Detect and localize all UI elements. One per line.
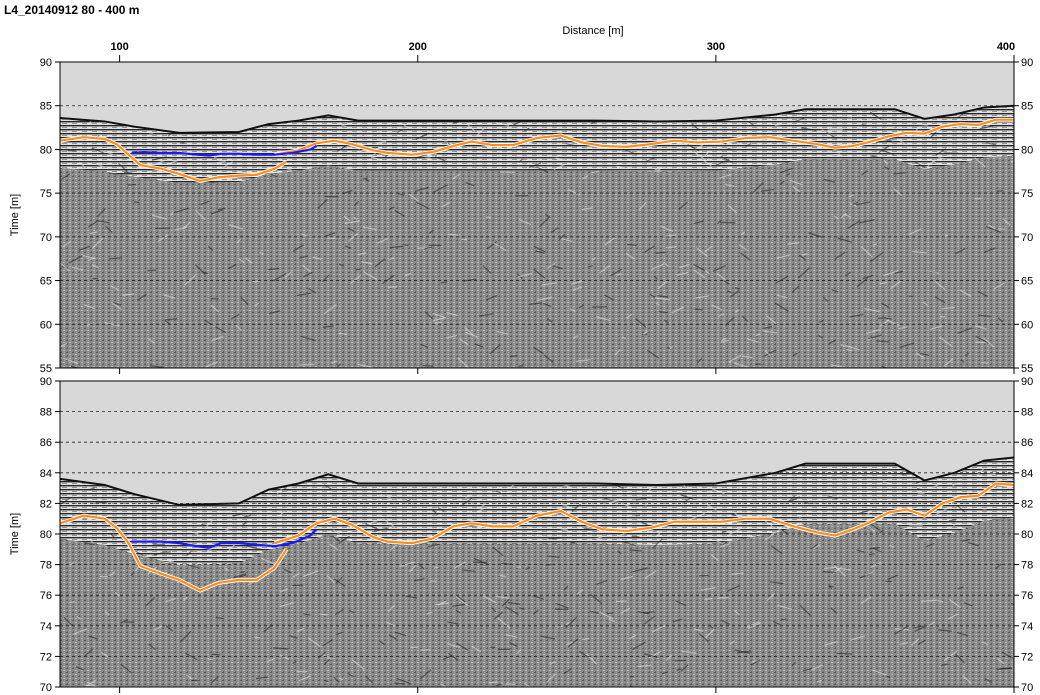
y-tick-label-right: 88 (1021, 407, 1033, 419)
radargram-texture (60, 96, 1014, 368)
y-tick-label-right: 86 (1021, 437, 1033, 449)
y-tick-label: 65 (40, 276, 52, 288)
y-tick-label-right: 60 (1021, 319, 1033, 331)
y-tick-label: 80 (40, 529, 52, 541)
orange-horizon-line (60, 136, 288, 183)
y-tick-label: 76 (40, 590, 52, 602)
y-tick-label-right: 84 (1021, 468, 1033, 480)
x-axis-label: Distance [m] (562, 25, 623, 37)
y-tick-label: 70 (40, 682, 52, 694)
x-tick-label: 400 (997, 41, 1015, 53)
x-tick-label: 100 (110, 41, 128, 53)
blue-horizon-line (131, 144, 317, 157)
y-axis-label: Time [m] (9, 194, 21, 236)
y-tick-label-right: 85 (1021, 101, 1033, 113)
y-tick-label-right: 74 (1021, 621, 1033, 633)
y-tick-label: 78 (40, 560, 52, 572)
panel-frame (59, 61, 1015, 369)
y-tick-label-right: 75 (1021, 188, 1033, 200)
blue-horizon-line (131, 528, 318, 549)
y-tick-label-right: 72 (1021, 651, 1033, 663)
y-tick-label: 90 (40, 376, 52, 388)
orange-horizon-line (274, 482, 1014, 545)
x-tick-label: 300 (707, 41, 725, 53)
y-tick-label: 70 (40, 232, 52, 244)
air-region (60, 62, 1014, 133)
y-tick-label: 82 (40, 498, 52, 510)
y-tick-label: 86 (40, 437, 52, 449)
ground-surface-line (60, 104, 1014, 134)
y-tick-label-right: 65 (1021, 276, 1033, 288)
chart-title: L4_20140912 80 - 400 m (4, 3, 140, 17)
orange-horizon-line (274, 118, 1014, 156)
y-tick-label: 90 (40, 57, 52, 69)
y-tick-label: 84 (40, 468, 52, 480)
y-tick-label: 72 (40, 651, 52, 663)
y-tick-label-right: 70 (1021, 232, 1033, 244)
y-tick-label-right: 80 (1021, 529, 1033, 541)
y-tick-label-right: 78 (1021, 560, 1033, 572)
orange-horizon-line (60, 514, 288, 592)
y-tick-label-right: 90 (1021, 57, 1033, 69)
y-tick-label: 88 (40, 407, 52, 419)
y-tick-label-right: 82 (1021, 498, 1033, 510)
radargram-panel: 70 70 72 72 74 74 76 76 78 78 80 80 82 82 84 84 86 86 88 88… (9, 376, 1033, 694)
x-axis: Distance [m] 100 200 300 400 (110, 25, 1015, 62)
ground-surface-line (60, 456, 1014, 506)
radargram-panel: 55 55 60 60 65 65 70 70 75 75 80 80 85 85 90 90 Time [m] (9, 57, 1033, 375)
y-tick-label: 74 (40, 621, 52, 633)
y-tick-label: 60 (40, 319, 52, 331)
y-tick-label-right: 55 (1021, 363, 1033, 375)
y-axis-label: Time [m] (9, 513, 21, 555)
y-tick-label-right: 70 (1021, 682, 1033, 694)
y-tick-label: 80 (40, 144, 52, 156)
x-tick-label: 200 (409, 41, 427, 53)
y-tick-label-right: 80 (1021, 144, 1033, 156)
y-tick-label: 55 (40, 363, 52, 375)
y-tick-label: 75 (40, 188, 52, 200)
y-tick-label: 85 (40, 101, 52, 113)
y-tick-label-right: 90 (1021, 376, 1033, 388)
y-tick-label-right: 76 (1021, 590, 1033, 602)
